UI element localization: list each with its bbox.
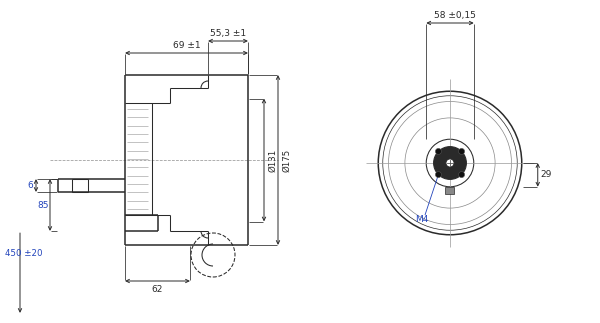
Text: 6: 6	[27, 181, 33, 190]
Text: M4: M4	[415, 215, 428, 224]
Bar	[445, 187, 454, 194]
Circle shape	[436, 148, 442, 154]
Circle shape	[446, 159, 454, 167]
Circle shape	[458, 172, 464, 178]
Circle shape	[434, 147, 466, 179]
Text: 58 ±0,15: 58 ±0,15	[434, 11, 476, 19]
Text: 85: 85	[37, 201, 49, 210]
Text: 69 ±1: 69 ±1	[173, 40, 200, 49]
Text: 450 ±20: 450 ±20	[5, 248, 43, 257]
Circle shape	[436, 172, 442, 178]
Text: 29: 29	[540, 171, 551, 179]
Text: 62: 62	[152, 286, 163, 295]
Circle shape	[458, 148, 464, 154]
Text: Ø131: Ø131	[268, 148, 277, 172]
Text: Ø175: Ø175	[283, 148, 292, 172]
Text: 55,3 ±1: 55,3 ±1	[210, 28, 246, 37]
